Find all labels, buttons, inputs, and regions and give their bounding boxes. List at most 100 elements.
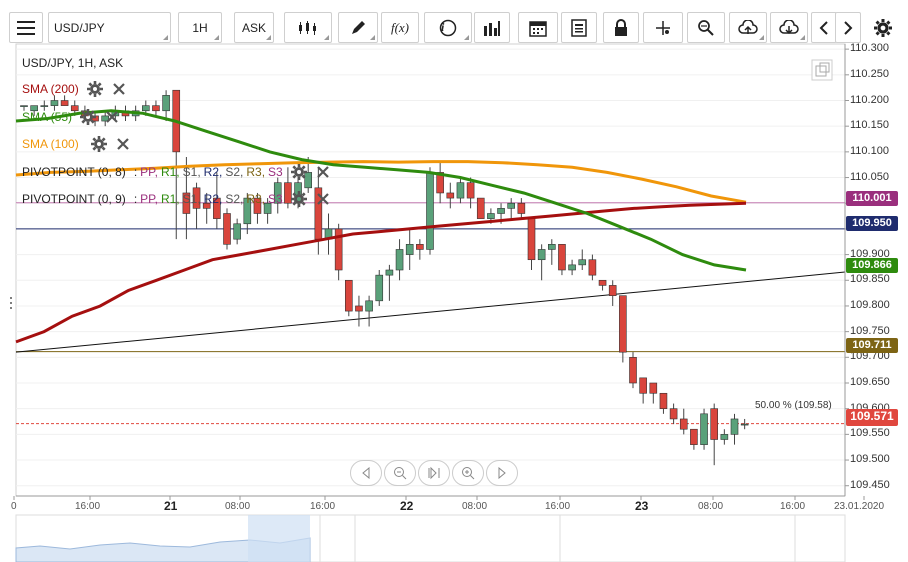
candle-body	[527, 218, 536, 261]
scroll-left-button[interactable]	[811, 12, 837, 43]
candle-body	[710, 408, 719, 440]
candle-body	[416, 244, 424, 250]
settings-button[interactable]	[868, 12, 898, 43]
close-icon[interactable]	[104, 109, 120, 125]
upload-button[interactable]	[729, 12, 767, 43]
symbol-text: USD/JPY	[54, 20, 105, 35]
candle-body	[355, 305, 363, 312]
candle-body	[426, 172, 434, 250]
reset-icon	[428, 466, 440, 480]
x-tick-label: 08:00	[698, 501, 724, 512]
chart-type-button[interactable]	[284, 12, 332, 43]
zoom-icon	[698, 19, 714, 36]
indicators-button[interactable]: f(x)	[381, 12, 419, 43]
pivot2-sep: :	[133, 192, 138, 206]
draw-tool-button[interactable]	[338, 12, 378, 43]
close-icon[interactable]	[115, 136, 131, 152]
legend-header: USD/JPY, 1H, ASK	[22, 56, 124, 70]
candle-body	[405, 244, 414, 255]
pivot2-r1: R1,	[160, 192, 180, 206]
candle-body	[70, 105, 79, 112]
y-tick-label: 109.500	[850, 453, 890, 466]
x-tick-label: 16:00	[310, 501, 336, 512]
info-button[interactable]: i	[424, 12, 472, 43]
zoom-in-icon	[462, 467, 475, 480]
triangle-left-icon	[362, 467, 370, 479]
navigator-window[interactable]	[248, 515, 310, 562]
timeframe-selector[interactable]: 1H	[178, 12, 222, 43]
gear-icon[interactable]	[290, 191, 307, 207]
gear-icon	[874, 18, 892, 37]
news-button[interactable]	[561, 12, 597, 43]
expand-icon[interactable]	[811, 59, 833, 81]
chart-navigation	[350, 460, 518, 486]
pan-left-button[interactable]	[350, 460, 382, 486]
pivot1-r3: R3,	[246, 165, 266, 179]
zoom-in-button[interactable]	[452, 460, 484, 486]
candle-body	[192, 187, 201, 209]
sma200-label: SMA (200)	[22, 82, 79, 96]
x-tick-label: 23.01.2020	[834, 501, 885, 512]
bar-chart-icon	[484, 20, 500, 36]
x-tick-label: 08:00	[225, 501, 251, 512]
close-icon[interactable]	[315, 191, 331, 207]
menu-button[interactable]	[9, 12, 43, 43]
y-tick-label: 110.100	[850, 144, 889, 157]
sma55-line	[15, 109, 747, 272]
candle-body	[487, 213, 495, 219]
y-tick-label: 109.850	[850, 273, 890, 286]
fx-icon: f(x)	[390, 19, 410, 35]
gear-icon[interactable]	[86, 81, 103, 97]
pivot2-s2: S2,	[225, 192, 244, 206]
pivot1-s2: S2,	[225, 165, 244, 179]
candle-body	[334, 228, 343, 271]
price-side-selector[interactable]: ASK	[234, 12, 274, 43]
document-icon	[571, 18, 587, 37]
candle-body	[436, 172, 444, 194]
left-resize-handle[interactable]	[9, 295, 13, 311]
pivot2-label: PIVOTPOINT (0, 9)	[22, 192, 126, 206]
y-tick-label: 110.150	[850, 119, 889, 132]
zoom-out-button[interactable]	[384, 460, 416, 486]
y-tick-label: 110.050	[850, 170, 889, 183]
lock-button[interactable]	[603, 12, 639, 43]
scroll-right-button[interactable]	[835, 12, 861, 43]
calendar-icon	[529, 20, 547, 37]
sma100-label: SMA (100)	[22, 137, 79, 151]
symbol-selector[interactable]: USD/JPY	[48, 12, 171, 43]
pivot1-pp: PP,	[140, 165, 158, 179]
x-day-label: 21	[164, 499, 178, 513]
y-tick-label: 109.700	[850, 350, 890, 363]
calendar-button[interactable]	[518, 12, 558, 43]
zoom-out-icon	[394, 467, 407, 480]
gear-icon[interactable]	[290, 164, 307, 180]
zoom-button[interactable]	[687, 12, 725, 43]
candle-body	[152, 105, 160, 112]
gear-icon[interactable]	[90, 136, 107, 152]
gear-icon[interactable]	[80, 109, 97, 125]
close-icon[interactable]	[111, 81, 127, 97]
candle-body	[659, 392, 668, 409]
candle-body	[284, 182, 292, 204]
info-icon	[439, 19, 457, 36]
candle-body	[547, 244, 556, 250]
crosshair-button[interactable]	[643, 12, 683, 43]
crosshair-icon	[656, 20, 670, 35]
candlestick-icon	[299, 20, 316, 35]
candle-body	[740, 423, 749, 426]
candle-body	[202, 202, 211, 209]
reset-zoom-button[interactable]	[418, 460, 450, 486]
close-icon[interactable]	[315, 164, 331, 180]
candle-body	[608, 285, 617, 296]
lock-icon	[615, 18, 627, 36]
cloud-upload-icon	[738, 19, 758, 34]
candle-body	[598, 279, 607, 286]
volume-button[interactable]	[474, 12, 510, 43]
download-button[interactable]	[770, 12, 808, 43]
pan-right-button[interactable]	[486, 460, 518, 486]
price-side-text: ASK	[241, 20, 266, 35]
candle-body	[365, 300, 373, 312]
pivot2-s3: S3	[268, 192, 283, 206]
candle-body	[40, 105, 49, 107]
